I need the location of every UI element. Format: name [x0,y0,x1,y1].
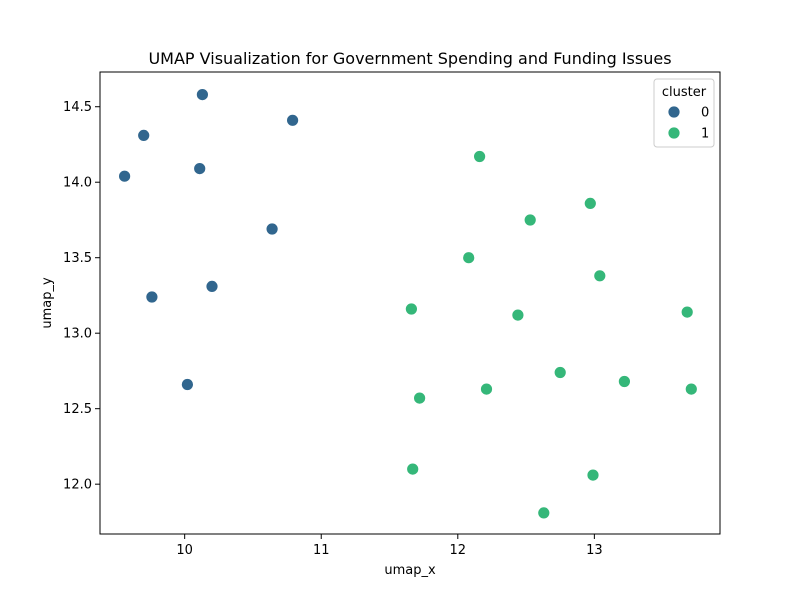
y-tick-label: 13.5 [63,251,92,266]
data-point-cluster-1 [462,251,476,265]
y-tick-label: 12.0 [63,478,92,493]
data-point-cluster-0 [137,128,151,142]
y-tick-label: 13.0 [63,327,92,342]
data-point-cluster-1 [511,308,525,322]
x-tick-label: 13 [586,543,603,558]
data-point-cluster-0 [193,162,207,176]
data-point-cluster-1 [680,305,694,319]
x-tick-label: 12 [450,543,467,558]
points-layer [118,88,698,520]
data-point-cluster-0 [180,378,194,391]
data-point-cluster-1 [586,468,600,482]
data-point-cluster-0 [118,169,131,183]
data-point-cluster-0 [286,113,300,127]
legend-marker-cluster-0 [667,105,681,119]
data-point-cluster-0 [205,279,219,293]
y-tick-label: 14.0 [63,176,92,191]
data-point-cluster-0 [195,88,209,101]
x-tick-label: 11 [313,543,330,558]
legend-title: cluster [662,85,707,100]
legend-label-cluster-1: 1 [701,127,709,142]
data-point-cluster-1 [480,382,493,396]
data-point-cluster-1 [404,302,418,316]
legend-entries: 01 [667,105,709,142]
legend-label-cluster-0: 0 [701,106,709,121]
data-point-cluster-1 [413,391,427,405]
chart-title: UMAP Visualization for Government Spendi… [148,49,671,68]
plot-frame [99,71,721,535]
data-point-cluster-1 [523,213,537,227]
y-tick-label: 14.5 [63,100,92,115]
x-axis-label: umap_x [384,563,436,578]
data-point-cluster-1 [537,506,551,520]
y-axis-label: umap_y [40,277,55,329]
data-point-cluster-0 [145,290,159,304]
legend-marker-cluster-1 [667,126,681,140]
y-tick-label: 12.5 [63,402,92,417]
data-point-cluster-1 [593,269,607,283]
data-point-cluster-1 [473,150,487,163]
ticks-layer: 10 11 12 13 12.0 12.5 13.0 13.5 14.0 14.5 [63,100,603,558]
x-tick-label: 10 [176,543,193,558]
data-point-cluster-1 [583,196,597,210]
legend: cluster 01 [653,78,715,148]
data-point-cluster-1 [553,366,567,379]
data-point-cluster-1 [406,462,420,476]
data-point-cluster-0 [265,222,279,236]
data-point-cluster-1 [684,382,698,396]
data-point-cluster-1 [618,375,631,388]
